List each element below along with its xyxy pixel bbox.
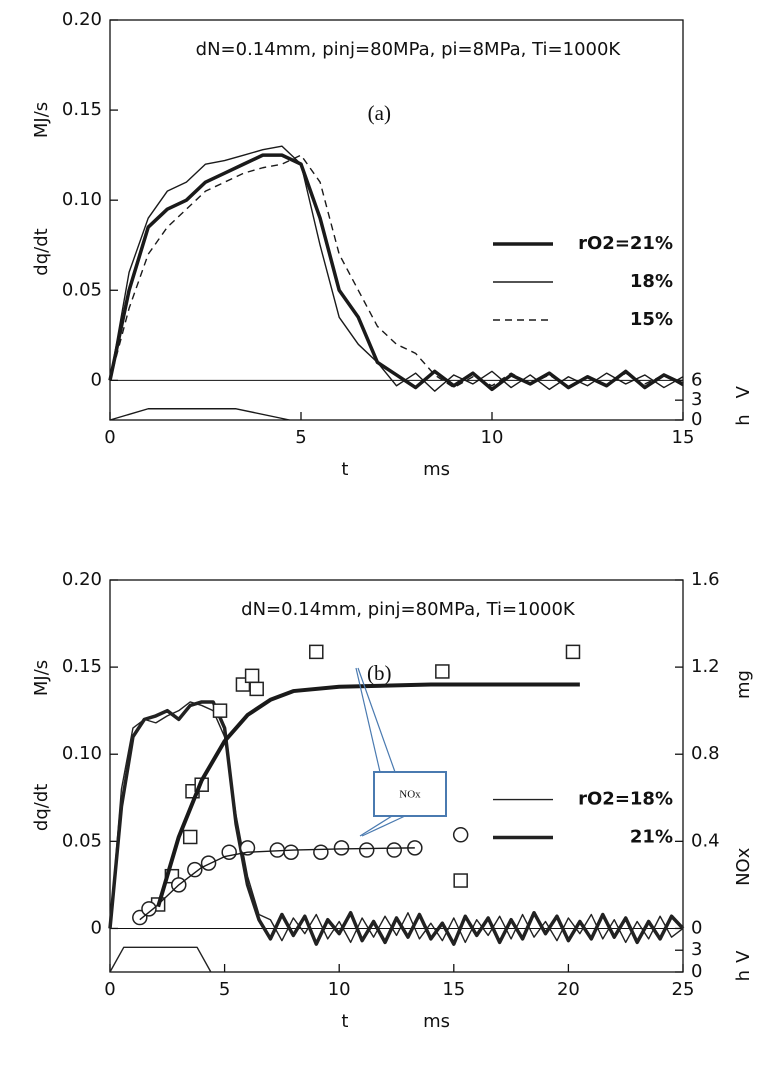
x-tick-label: 5 xyxy=(295,427,306,448)
axis-label-right: NOx xyxy=(733,847,754,886)
nox-marker-square xyxy=(453,873,468,888)
y-tick-label: 0.15 xyxy=(62,99,102,120)
nox-marker-square xyxy=(309,644,324,660)
nox-marker-square xyxy=(249,681,264,697)
callout-box xyxy=(373,771,447,817)
nox-marker-circle xyxy=(313,844,329,860)
nox-marker-square xyxy=(565,644,581,660)
axis-label-right: h xyxy=(733,414,754,425)
y-tick-label: 0.10 xyxy=(62,743,102,764)
x-tick-label: 0 xyxy=(104,979,115,1000)
series-line xyxy=(109,145,684,392)
nox-marker-square xyxy=(212,703,228,718)
series-line xyxy=(109,701,684,944)
y-tick-label-right: 0.4 xyxy=(691,830,720,851)
series-line xyxy=(139,847,415,921)
x-axis-label: t xyxy=(341,459,348,480)
callout-arrow xyxy=(357,667,396,773)
plot-frame xyxy=(109,19,684,421)
callout-arrow xyxy=(355,667,381,773)
series-line xyxy=(109,154,684,389)
y-axis-label: dq/dt xyxy=(31,228,52,275)
callout: NOx xyxy=(355,667,447,837)
annotation: dN=0.14mm, pinj=80MPa, Ti=1000K xyxy=(241,599,576,620)
x-tick-label: 25 xyxy=(672,979,695,1000)
x-axis-label: t xyxy=(341,1011,348,1032)
legend-label: rO2=18% xyxy=(578,789,673,810)
y-tick-label-right: 1.2 xyxy=(691,656,720,677)
y-tick-label-right: 0.8 xyxy=(691,743,720,764)
y-tick-label: 0 xyxy=(91,917,102,938)
y-tick-label: 0.10 xyxy=(62,189,102,210)
x-tick-label: 0 xyxy=(104,427,115,448)
panel-label: (b) xyxy=(367,661,392,685)
callout-arrow xyxy=(359,815,393,837)
callout-text: NOx xyxy=(399,789,421,801)
x-tick-label: 10 xyxy=(481,427,504,448)
y-tick-label: 0.20 xyxy=(62,9,102,30)
nox-marker-circle xyxy=(283,844,299,860)
x-tick-label: 20 xyxy=(557,979,580,1000)
y-tick-label: 0.05 xyxy=(62,279,102,300)
annotation: dN=0.14mm, pinj=80MPa, pi=8MPa, Ti=1000K xyxy=(196,39,622,60)
axis-unit-right: V xyxy=(733,385,754,398)
nox-marker-circle xyxy=(333,840,350,856)
axis-label-right: h xyxy=(733,970,754,981)
y-tick-label-right: 0 xyxy=(691,409,702,430)
y-tick-label: 0.15 xyxy=(62,656,102,677)
x-tick-label: 15 xyxy=(442,979,465,1000)
nox-marker-circle xyxy=(452,827,469,843)
x-tick-label: 10 xyxy=(328,979,351,1000)
nox-marker-square xyxy=(435,664,450,679)
x-tick-label: 5 xyxy=(219,979,230,1000)
nox-marker-circle xyxy=(200,855,217,871)
axis-unit-right: V xyxy=(733,950,754,963)
legend-label: 15% xyxy=(630,309,673,330)
nox-marker-circle xyxy=(386,842,402,858)
legend-label: rO2=21% xyxy=(578,233,673,254)
series-line xyxy=(108,153,684,392)
x-tick-label: 15 xyxy=(672,427,695,448)
y-tick-label-right: 0 xyxy=(691,917,702,938)
series-line xyxy=(109,408,290,421)
series-line xyxy=(156,682,580,908)
series-line xyxy=(109,946,212,973)
y-tick-label-right: 0 xyxy=(691,961,702,982)
legend-label: 21% xyxy=(630,827,673,848)
nox-marker-square xyxy=(182,829,198,845)
y-axis-unit: MJ/s xyxy=(31,660,52,696)
y-tick-label-right: 6 xyxy=(691,369,702,390)
nox-marker-circle xyxy=(358,842,375,858)
legend-label: 18% xyxy=(630,271,673,292)
axis-unit-right: mg xyxy=(733,670,754,699)
y-tick-label-right: 3 xyxy=(691,939,702,960)
series-line xyxy=(108,700,685,946)
plot-frame xyxy=(109,579,684,973)
y-axis-label: dq/dt xyxy=(31,784,52,831)
x-axis-unit: ms xyxy=(423,459,450,480)
panel-label: (a) xyxy=(368,101,391,125)
nox-marker-square xyxy=(244,668,260,684)
x-axis-unit: ms xyxy=(423,1011,450,1032)
nox-marker-circle xyxy=(187,861,203,878)
y-tick-label: 0.20 xyxy=(62,569,102,590)
y-tick-label-right: 1.6 xyxy=(691,569,720,590)
y-tick-label-right: 3 xyxy=(691,389,702,410)
y-tick-label: 0.05 xyxy=(62,830,102,851)
y-axis-unit: MJ/s xyxy=(31,102,52,138)
callout-arrow xyxy=(361,815,406,837)
nox-marker-circle xyxy=(141,901,157,917)
y-tick-label: 0 xyxy=(91,369,102,390)
